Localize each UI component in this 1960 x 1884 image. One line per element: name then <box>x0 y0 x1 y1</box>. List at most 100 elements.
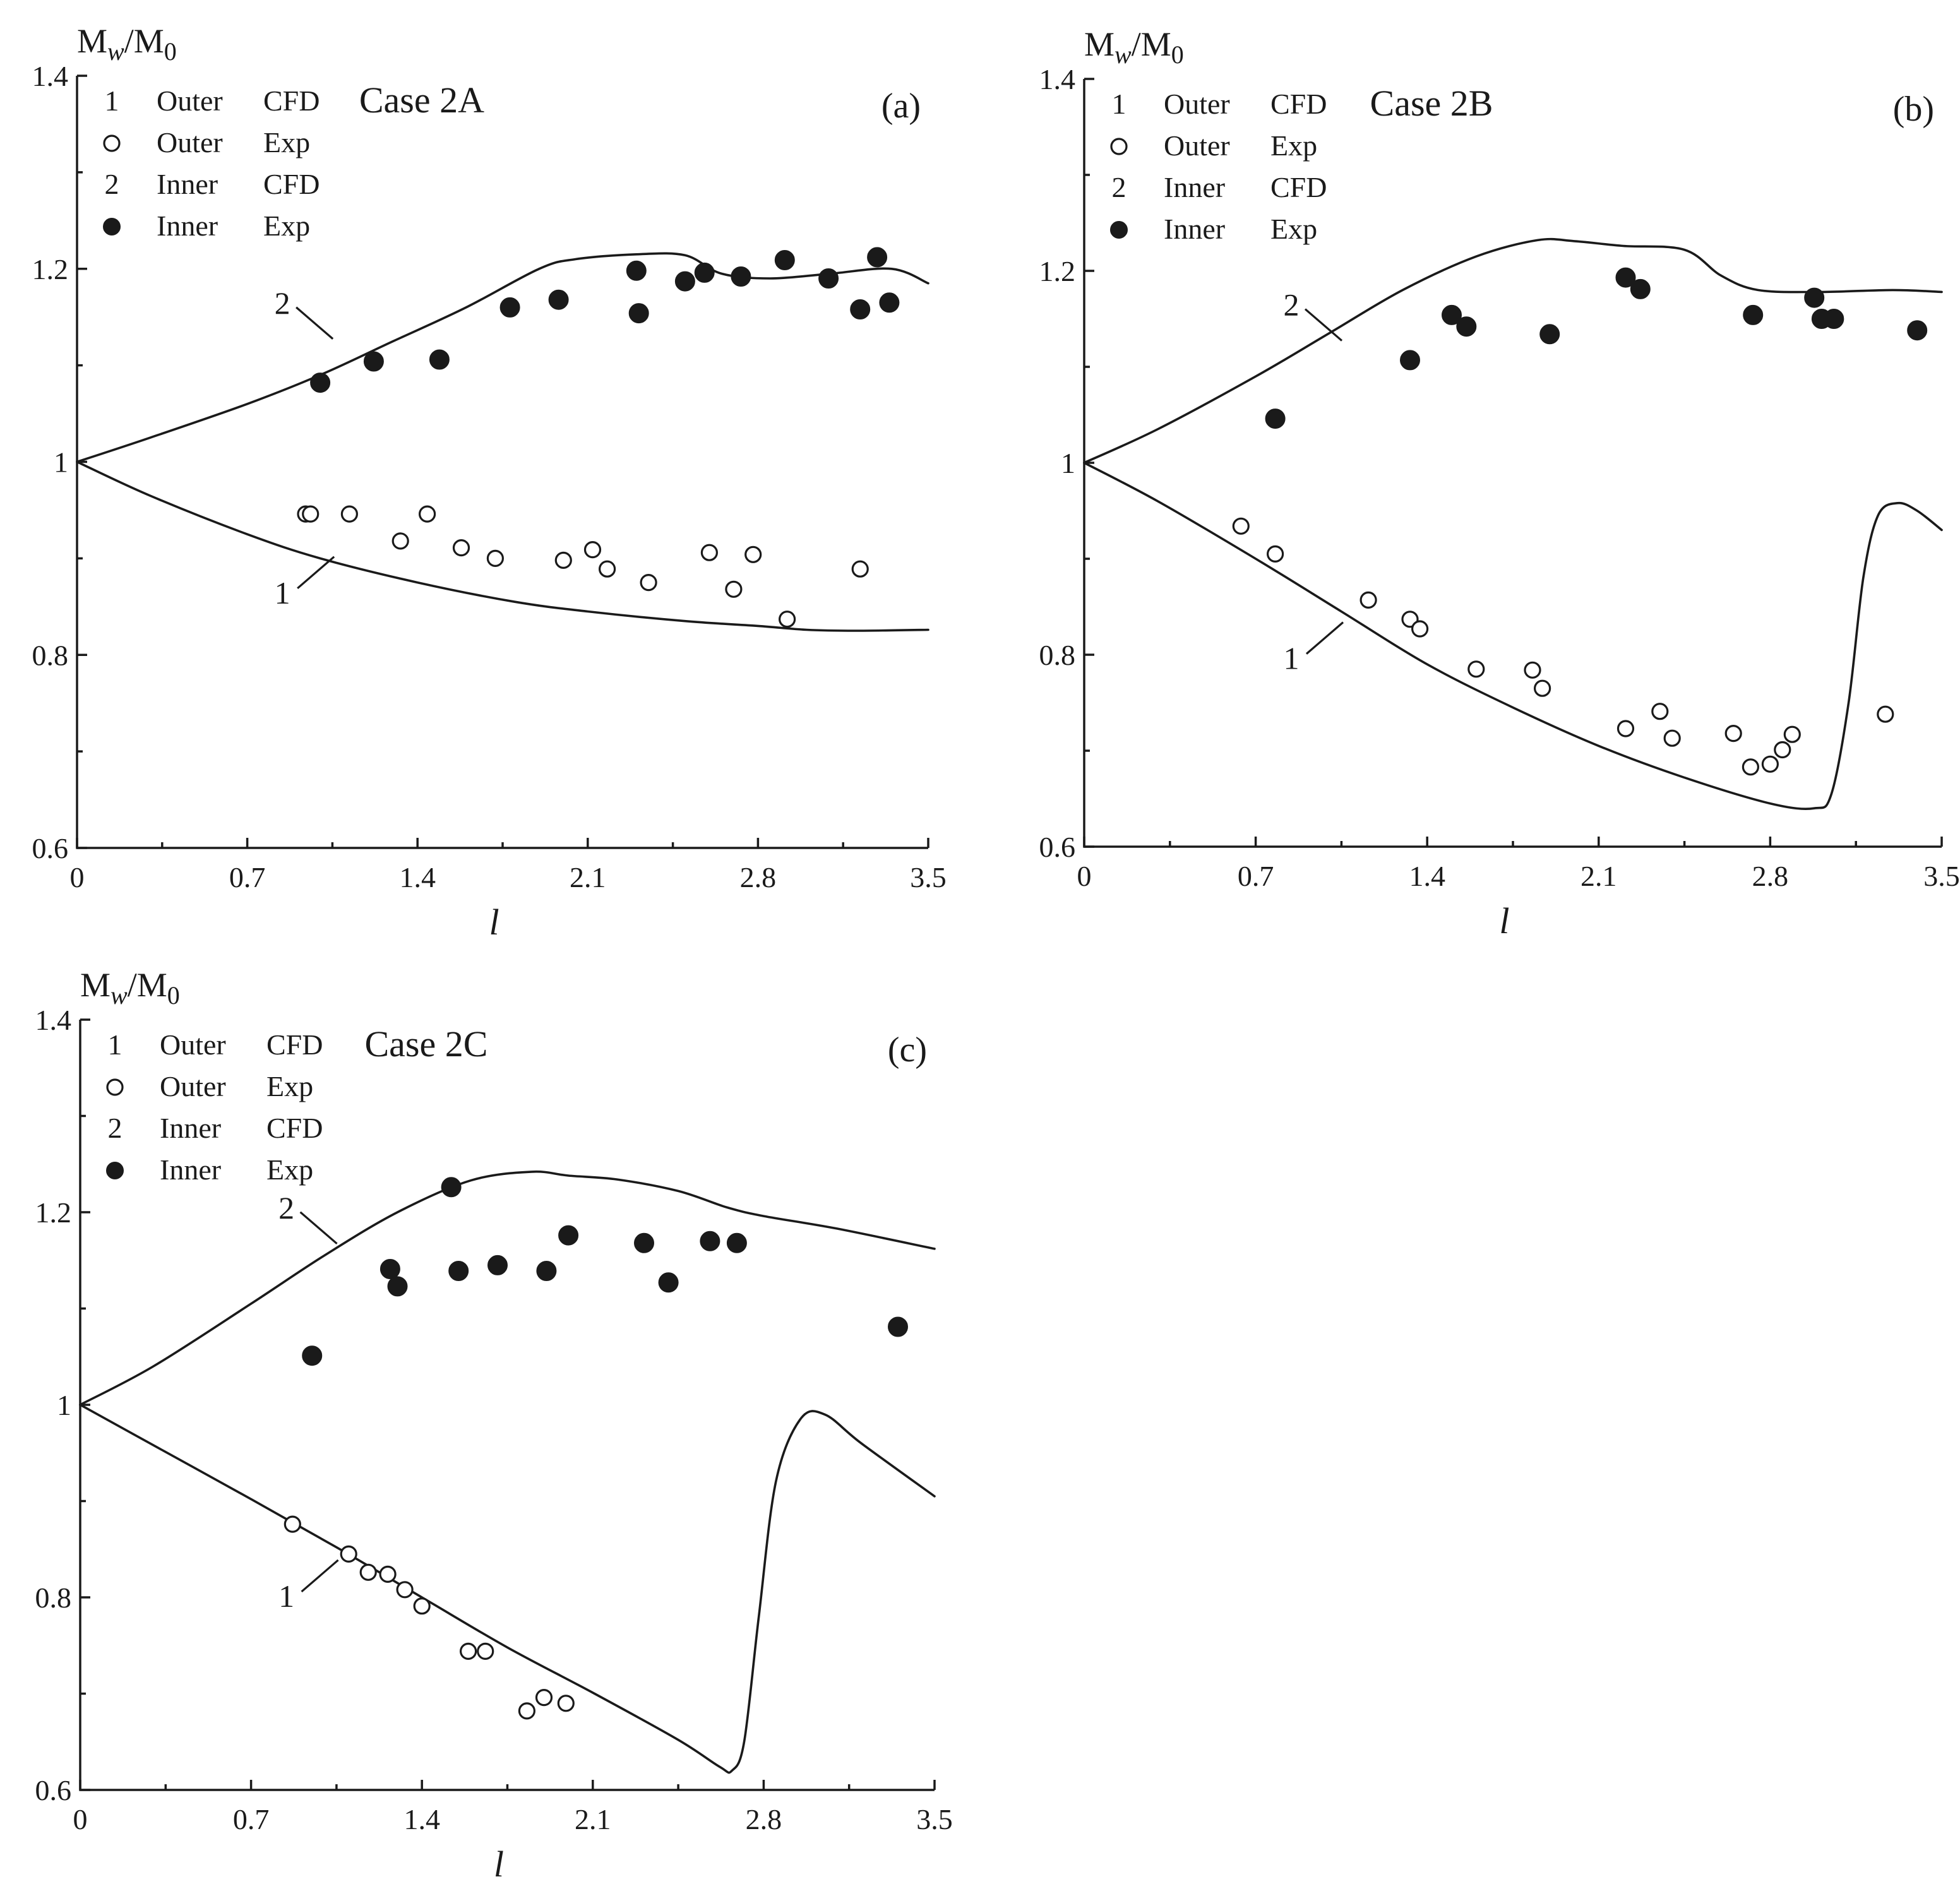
data-point-outer-exp <box>477 1642 494 1660</box>
curve-label-inner: 2 <box>275 285 290 321</box>
data-point-inner-exp <box>1615 267 1636 288</box>
leader-line-inner <box>1304 308 1343 342</box>
legend-curve-number: 1 <box>108 1028 122 1061</box>
data-point-outer-exp <box>518 1702 536 1720</box>
data-point-outer-exp <box>1232 517 1250 535</box>
x-tick-label: 0 <box>1077 860 1092 892</box>
data-point-inner-exp <box>626 260 647 281</box>
data-point-outer-exp <box>396 1581 414 1599</box>
x-tick-label: 1.4 <box>403 1803 440 1835</box>
data-point-outer-exp <box>391 532 409 550</box>
y-tick-label: 1.4 <box>1039 63 1076 95</box>
legend-location: Inner <box>1164 213 1225 245</box>
data-point-inner-exp <box>850 299 871 319</box>
data-point-outer-exp <box>535 1689 553 1707</box>
data-point-inner-exp <box>363 351 384 372</box>
y-tick-label: 0.6 <box>1039 831 1076 863</box>
data-point-outer-exp <box>1411 620 1429 638</box>
x-tick-label: 2.8 <box>746 1803 782 1835</box>
data-point-inner-exp <box>1743 304 1764 325</box>
chart-panel-c: 0.6 0.8 1 1.2 1.4 0 0.7 1.4 2.1 2.8 3.5 l Mw/M0 Case … <box>35 966 953 1884</box>
legend-location: Inner <box>160 1154 221 1186</box>
data-point-inner-exp <box>1630 278 1651 299</box>
legend-location: Outer <box>157 85 223 117</box>
legend-source: CFD <box>1270 88 1327 120</box>
legend-source: CFD <box>1270 171 1327 203</box>
legend-location: Inner <box>157 168 218 200</box>
panel-label: (b) <box>1893 90 1934 129</box>
x-axis-label: l <box>494 1844 504 1884</box>
data-point-inner-exp <box>628 303 649 324</box>
curve-label-inner: 2 <box>278 1190 294 1225</box>
data-point-outer-exp <box>1663 729 1681 747</box>
data-point-inner-exp <box>700 1231 720 1251</box>
series-line-outer-cfd <box>1083 462 1943 810</box>
series-line-outer-cfd <box>79 1404 936 1774</box>
chart-title: Case 2B <box>1370 83 1493 124</box>
legend-source: Exp <box>266 1070 313 1102</box>
data-point-inner-exp <box>1442 304 1462 325</box>
leader-line-inner <box>299 1211 338 1245</box>
data-point-outer-exp <box>1467 660 1485 678</box>
data-point-outer-exp <box>557 1695 575 1712</box>
data-point-inner-exp <box>499 297 520 318</box>
data-point-outer-exp <box>459 1642 477 1660</box>
legend-location: Outer <box>160 1028 226 1061</box>
x-axis-label: l <box>1499 900 1509 941</box>
data-point-inner-exp <box>888 1316 908 1337</box>
data-point-inner-exp <box>674 271 695 292</box>
data-point-inner-exp <box>731 266 751 287</box>
x-tick-label: 3.5 <box>1923 860 1960 892</box>
y-tick-label: 0.8 <box>32 639 69 671</box>
data-point-inner-exp <box>1265 408 1286 429</box>
data-point-inner-exp <box>1400 350 1420 371</box>
y-tick-label: 1.4 <box>35 1004 72 1036</box>
x-tick-label: 3.5 <box>910 861 947 893</box>
x-tick-label: 2.1 <box>570 861 606 893</box>
legend-source: CFD <box>266 1028 323 1061</box>
legend-source: Exp <box>263 210 310 242</box>
legend-open-circle-marker <box>106 1078 124 1096</box>
data-point-inner-exp <box>429 349 450 370</box>
data-point-outer-exp <box>1742 758 1759 776</box>
legend-source: CFD <box>266 1112 323 1144</box>
data-point-outer-exp <box>598 560 616 578</box>
y-tick-label: 1.2 <box>35 1196 72 1229</box>
legend-curve-number: 2 <box>108 1112 122 1144</box>
y-tick-label: 0.8 <box>35 1582 72 1614</box>
data-point-inner-exp <box>694 262 715 283</box>
data-point-inner-exp <box>1539 324 1560 345</box>
curve-label-inner: 2 <box>1284 287 1300 323</box>
data-point-outer-exp <box>359 1563 377 1581</box>
x-tick-label: 0.7 <box>229 861 266 893</box>
leader-line-outer <box>297 556 335 589</box>
data-point-inner-exp <box>448 1261 469 1281</box>
data-point-inner-exp <box>441 1177 462 1198</box>
y-tick-label: 1 <box>54 446 68 479</box>
data-point-inner-exp <box>1907 320 1928 341</box>
panel-label: (c) <box>888 1030 927 1070</box>
data-point-outer-exp <box>1359 591 1377 609</box>
data-point-outer-exp <box>1761 755 1779 773</box>
data-point-outer-exp <box>554 551 572 569</box>
data-point-inner-exp <box>867 247 888 268</box>
data-point-outer-exp <box>284 1515 301 1533</box>
legend-open-circle-marker <box>1110 138 1128 155</box>
y-tick-label: 1 <box>57 1389 71 1421</box>
data-point-outer-exp <box>1774 741 1791 759</box>
legend-source: Exp <box>263 126 310 158</box>
legend-curve-number: 1 <box>105 85 119 117</box>
data-point-inner-exp <box>726 1232 747 1253</box>
data-point-outer-exp <box>851 560 869 578</box>
data-point-outer-exp <box>1877 705 1894 723</box>
legend-location: Inner <box>157 210 218 242</box>
series-line-inner-cfd <box>1083 237 1943 464</box>
y-tick-label: 1.2 <box>1039 255 1076 287</box>
y-axis-label: Mw/M0 <box>80 966 180 1010</box>
x-tick-label: 0.7 <box>233 1803 270 1835</box>
data-point-inner-exp <box>548 289 569 310</box>
data-point-outer-exp <box>486 549 505 568</box>
data-point-inner-exp <box>774 250 795 270</box>
curve-label-outer: 1 <box>275 575 290 611</box>
